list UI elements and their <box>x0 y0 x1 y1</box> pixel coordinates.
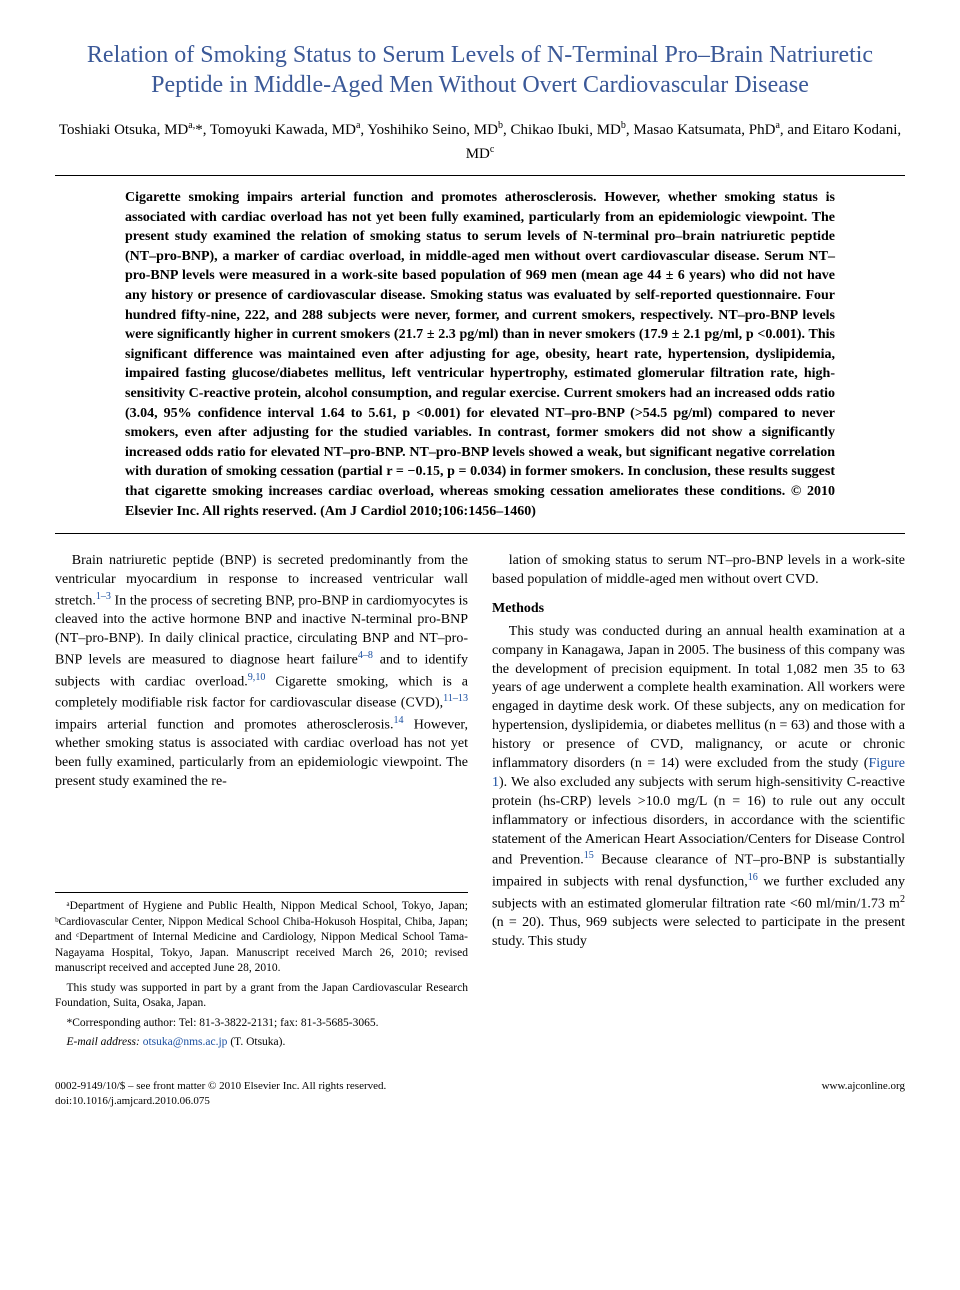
email-tail: (T. Otsuka). <box>227 1036 285 1048</box>
email-line: E-mail address: otsuka@nms.ac.jp (T. Ots… <box>55 1035 468 1051</box>
email-link[interactable]: otsuka@nms.ac.jp <box>143 1036 228 1048</box>
methods-heading: Methods <box>492 600 905 619</box>
methods-paragraph: This study was conducted during an annua… <box>492 623 905 952</box>
intro-continuation: lation of smoking status to serum NT–pro… <box>492 552 905 590</box>
abstract-rule-bottom <box>55 533 905 534</box>
footer-url[interactable]: www.ajconline.org <box>822 1079 905 1109</box>
abstract-text: Cigarette smoking impairs arterial funct… <box>55 188 905 521</box>
footer-copyright: 0002-9149/10/$ – see front matter © 2010… <box>55 1079 386 1094</box>
intro-paragraph: Brain natriuretic peptide (BNP) is secre… <box>55 552 468 792</box>
email-label: E-mail address: <box>67 1036 140 1048</box>
affiliations-block: ᵃDepartment of Hygiene and Public Health… <box>55 892 468 1051</box>
footer-left: 0002-9149/10/$ – see front matter © 2010… <box>55 1079 386 1109</box>
abstract-rule-top <box>55 175 905 176</box>
author-list: Toshiaki Otsuka, MDa,*, Tomoyuki Kawada,… <box>55 118 905 165</box>
body-columns: Brain natriuretic peptide (BNP) is secre… <box>55 552 905 1055</box>
affiliations-text: ᵃDepartment of Hygiene and Public Health… <box>55 899 468 977</box>
funding-text: This study was supported in part by a gr… <box>55 981 468 1012</box>
footer-doi: doi:10.1016/j.amjcard.2010.06.075 <box>55 1094 386 1109</box>
article-title: Relation of Smoking Status to Serum Leve… <box>55 40 905 100</box>
page-footer: 0002-9149/10/$ – see front matter © 2010… <box>55 1079 905 1109</box>
corresponding-author: *Corresponding author: Tel: 81-3-3822-21… <box>55 1016 468 1032</box>
